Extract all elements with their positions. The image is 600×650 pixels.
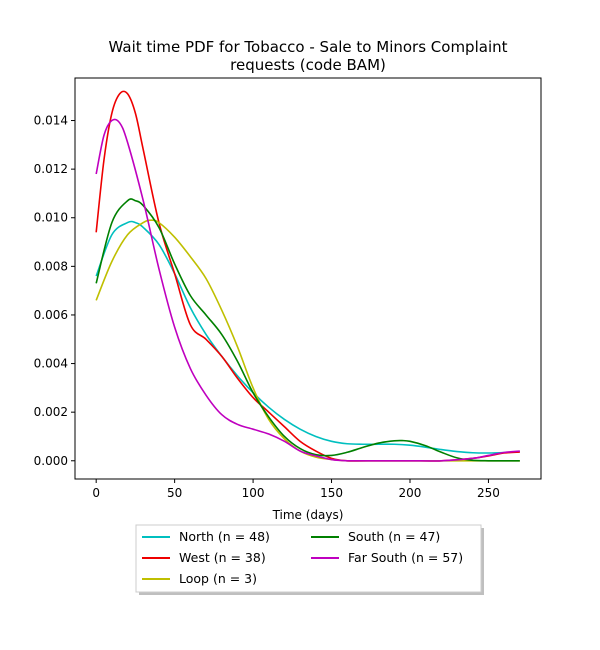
x-tick-label: 150: [320, 486, 343, 500]
axis-ticks: 0 50 100 150 200 250 0.000 0.002 0.004 0.006 0.008…: [34, 114, 500, 500]
chart-title-line2: requests (code BAM): [230, 56, 386, 74]
x-axis-label: Time (days): [272, 508, 344, 522]
legend-label-south: South (n = 47): [348, 529, 440, 544]
series-line-far-south: [95, 118, 520, 462]
plot-frame: [74, 77, 542, 480]
y-tick-label: 0.012: [34, 162, 68, 176]
legend: North (n = 48) South (n = 47) West (n = …: [135, 524, 484, 595]
series-line-west: [95, 90, 520, 462]
legend-box: [135, 524, 482, 593]
x-tick-label: 50: [167, 486, 182, 500]
y-tick-label: 0.008: [34, 259, 68, 273]
series-line-south: [95, 198, 520, 462]
x-tick-label: 250: [477, 486, 500, 500]
y-tick-label: 0.014: [34, 114, 68, 128]
x-tick-label: 200: [399, 486, 422, 500]
y-tick-label: 0.004: [34, 357, 68, 371]
legend-label-loop: Loop (n = 3): [179, 571, 257, 586]
legend-label-west: West (n = 38): [179, 550, 266, 565]
x-tick-label: 100: [242, 486, 265, 500]
legend-label-north: North (n = 48): [179, 529, 270, 544]
series-lines: [95, 90, 520, 462]
y-tick-label: 0.006: [34, 308, 68, 322]
series-line-loop: [95, 219, 520, 462]
y-tick-label: 0.010: [34, 211, 68, 225]
series-line-north: [95, 220, 520, 454]
chart-title-line1: Wait time PDF for Tobacco - Sale to Mino…: [109, 38, 508, 56]
x-tick-label: 0: [92, 486, 100, 500]
y-tick-label: 0.002: [34, 405, 68, 419]
y-tick-label: 0.000: [34, 454, 68, 468]
legend-label-far-south: Far South (n = 57): [348, 550, 463, 565]
